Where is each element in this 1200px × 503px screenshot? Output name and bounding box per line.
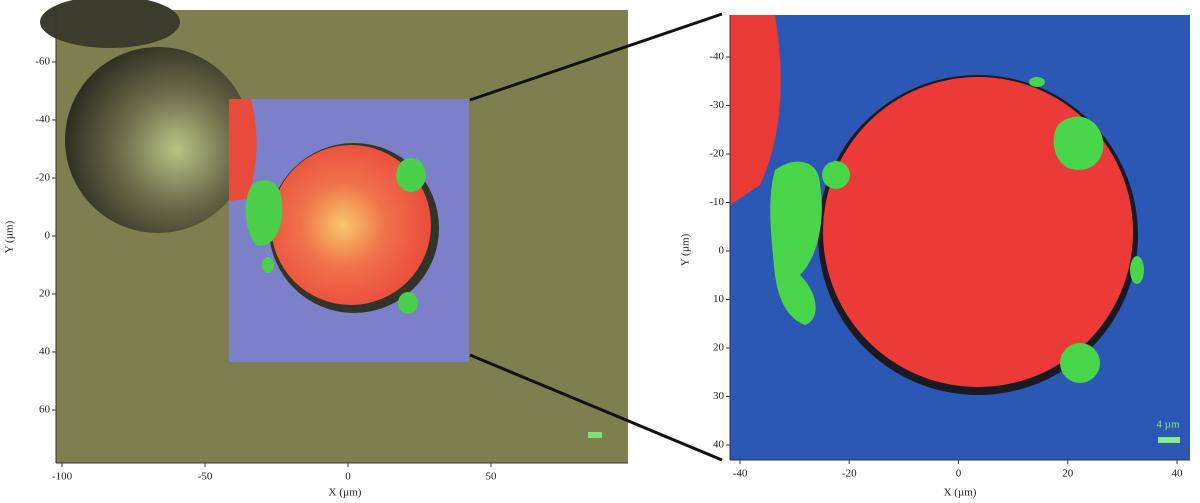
y-tick-label: 0 — [45, 230, 51, 242]
x-tick-label: -20 — [842, 468, 857, 480]
y-tick-label: -10 — [709, 196, 724, 208]
y-tick-label: -40 — [709, 51, 724, 63]
x-tick-label: 40 — [1172, 468, 1184, 480]
y-tick-label: -40 — [35, 114, 50, 126]
y-tick-label: 10 — [713, 293, 725, 305]
x-tick-label: -100 — [52, 471, 73, 483]
x-axis-label: X (µm) — [944, 487, 977, 499]
y-tick-label: 40 — [39, 346, 51, 358]
scale-bar-label: 4 µm — [1156, 419, 1180, 431]
y-tick-label: -60 — [35, 56, 50, 68]
y-tick-label: -20 — [35, 172, 50, 184]
right-image: 4 µm — [729, 15, 1190, 461]
y-tick-label: 20 — [39, 288, 51, 300]
x-tick-label: -40 — [733, 468, 748, 480]
x-axis-label: X (µm) — [329, 487, 362, 499]
left-image — [40, 0, 628, 464]
x-tick-label: 50 — [486, 471, 498, 483]
zoom-line — [469, 353, 723, 462]
y-tick-label: 60 — [39, 404, 51, 416]
y-axis-label: Y (µm) — [4, 220, 16, 253]
x-tick-label: 0 — [345, 471, 351, 483]
y-tick-label: -20 — [709, 148, 724, 160]
x-tick-label: 0 — [956, 468, 962, 480]
y-tick-label: 0 — [719, 245, 725, 257]
zoom-line — [469, 12, 723, 102]
y-tick-label: 40 — [713, 439, 725, 451]
y-axis-label: Y (µm) — [680, 233, 692, 266]
x-tick-label: -50 — [198, 471, 213, 483]
y-tick-label: 30 — [713, 390, 725, 402]
y-tick-label: 20 — [713, 342, 725, 354]
y-tick-label: -30 — [709, 99, 724, 111]
x-tick-label: 20 — [1062, 468, 1074, 480]
